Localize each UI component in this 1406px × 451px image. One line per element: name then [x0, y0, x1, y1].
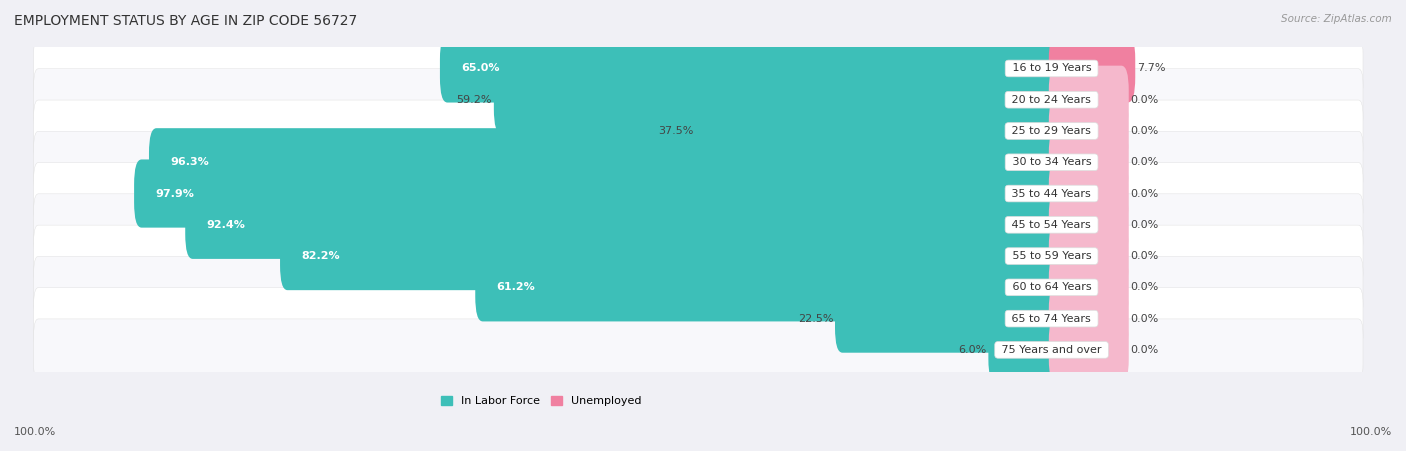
Text: 65 to 74 Years: 65 to 74 Years — [1008, 313, 1095, 324]
FancyBboxPatch shape — [475, 253, 1059, 322]
FancyBboxPatch shape — [988, 316, 1059, 384]
Text: 20 to 24 Years: 20 to 24 Years — [1008, 95, 1095, 105]
Text: 96.3%: 96.3% — [170, 157, 209, 167]
FancyBboxPatch shape — [494, 66, 1059, 134]
Text: 7.7%: 7.7% — [1137, 64, 1166, 74]
Text: 37.5%: 37.5% — [658, 126, 693, 136]
Text: 35 to 44 Years: 35 to 44 Years — [1008, 189, 1095, 198]
FancyBboxPatch shape — [34, 37, 1362, 99]
FancyBboxPatch shape — [1049, 97, 1129, 165]
Text: 0.0%: 0.0% — [1130, 157, 1159, 167]
Text: 0.0%: 0.0% — [1130, 189, 1159, 198]
Text: 22.5%: 22.5% — [797, 313, 834, 324]
FancyBboxPatch shape — [1049, 253, 1129, 322]
Text: 55 to 59 Years: 55 to 59 Years — [1008, 251, 1095, 261]
Text: 65.0%: 65.0% — [461, 64, 499, 74]
FancyBboxPatch shape — [835, 285, 1059, 353]
FancyBboxPatch shape — [34, 131, 1362, 193]
FancyBboxPatch shape — [280, 222, 1059, 290]
Text: 25 to 29 Years: 25 to 29 Years — [1008, 126, 1095, 136]
FancyBboxPatch shape — [34, 69, 1362, 131]
Text: 100.0%: 100.0% — [14, 428, 56, 437]
FancyBboxPatch shape — [34, 225, 1362, 287]
FancyBboxPatch shape — [1049, 316, 1129, 384]
FancyBboxPatch shape — [1049, 160, 1129, 228]
FancyBboxPatch shape — [34, 194, 1362, 256]
Text: 60 to 64 Years: 60 to 64 Years — [1008, 282, 1095, 292]
Text: 6.0%: 6.0% — [959, 345, 987, 355]
FancyBboxPatch shape — [696, 97, 1059, 165]
Text: 0.0%: 0.0% — [1130, 313, 1159, 324]
FancyBboxPatch shape — [34, 162, 1362, 225]
Text: 0.0%: 0.0% — [1130, 251, 1159, 261]
Text: 0.0%: 0.0% — [1130, 220, 1159, 230]
FancyBboxPatch shape — [1049, 66, 1129, 134]
Legend: In Labor Force, Unemployed: In Labor Force, Unemployed — [436, 392, 645, 411]
Text: 100.0%: 100.0% — [1350, 428, 1392, 437]
FancyBboxPatch shape — [149, 128, 1059, 196]
Text: 45 to 54 Years: 45 to 54 Years — [1008, 220, 1095, 230]
Text: 0.0%: 0.0% — [1130, 95, 1159, 105]
Text: 75 Years and over: 75 Years and over — [998, 345, 1105, 355]
FancyBboxPatch shape — [34, 288, 1362, 350]
Text: 92.4%: 92.4% — [207, 220, 246, 230]
FancyBboxPatch shape — [1049, 128, 1129, 196]
FancyBboxPatch shape — [1049, 285, 1129, 353]
Text: 0.0%: 0.0% — [1130, 282, 1159, 292]
FancyBboxPatch shape — [34, 256, 1362, 318]
Text: 0.0%: 0.0% — [1130, 345, 1159, 355]
FancyBboxPatch shape — [134, 160, 1059, 228]
Text: 30 to 34 Years: 30 to 34 Years — [1008, 157, 1095, 167]
FancyBboxPatch shape — [1049, 191, 1129, 259]
Text: 0.0%: 0.0% — [1130, 126, 1159, 136]
Text: 97.9%: 97.9% — [156, 189, 194, 198]
FancyBboxPatch shape — [34, 319, 1362, 381]
FancyBboxPatch shape — [1049, 34, 1135, 102]
Text: Source: ZipAtlas.com: Source: ZipAtlas.com — [1281, 14, 1392, 23]
FancyBboxPatch shape — [186, 191, 1059, 259]
Text: 59.2%: 59.2% — [457, 95, 492, 105]
Text: 61.2%: 61.2% — [496, 282, 536, 292]
FancyBboxPatch shape — [34, 100, 1362, 162]
FancyBboxPatch shape — [1049, 222, 1129, 290]
Text: EMPLOYMENT STATUS BY AGE IN ZIP CODE 56727: EMPLOYMENT STATUS BY AGE IN ZIP CODE 567… — [14, 14, 357, 28]
FancyBboxPatch shape — [440, 34, 1059, 102]
Text: 82.2%: 82.2% — [301, 251, 340, 261]
Text: 16 to 19 Years: 16 to 19 Years — [1008, 64, 1095, 74]
